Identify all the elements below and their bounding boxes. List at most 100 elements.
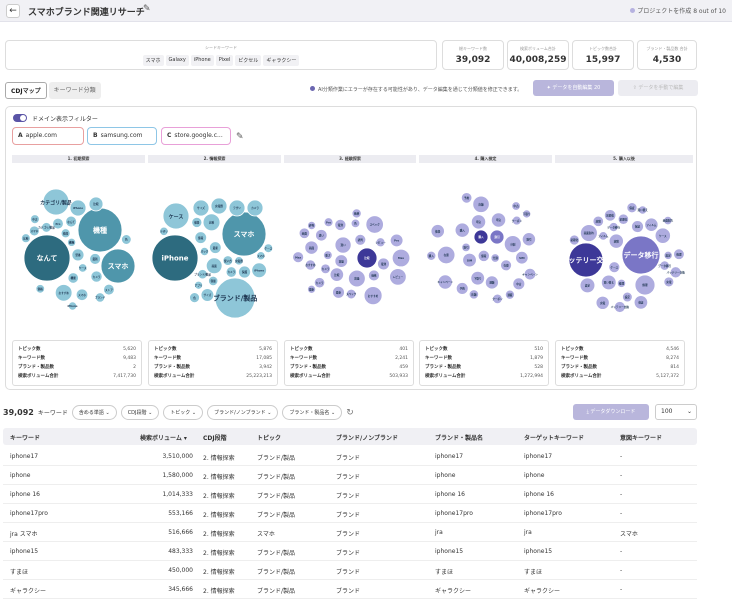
topic-bubble[interactable]	[194, 280, 203, 290]
topic-bubble[interactable]	[515, 250, 529, 265]
topic-bubble[interactable]	[673, 248, 685, 260]
topic-bubble[interactable]	[365, 215, 384, 234]
topic-bubble[interactable]	[375, 237, 386, 248]
topic-bubble[interactable]	[356, 247, 378, 269]
topic-bubble[interactable]	[621, 235, 661, 275]
topic-bubble[interactable]	[601, 274, 617, 291]
topic-bubble[interactable]	[103, 283, 115, 296]
topic-bubble[interactable]	[568, 242, 604, 278]
topic-bubble[interactable]	[468, 289, 479, 300]
topic-bubble[interactable]	[200, 288, 215, 302]
download-button[interactable]: ⤓ データダウンロード	[573, 404, 649, 420]
topic-bubble[interactable]	[197, 269, 208, 280]
topic-bubble[interactable]	[320, 263, 331, 275]
topic-bubble[interactable]	[663, 250, 673, 260]
edit-title-icon[interactable]: ✎	[143, 4, 151, 14]
topic-bubble[interactable]	[521, 232, 536, 247]
topic-bubble[interactable]	[315, 229, 328, 242]
topic-bubble[interactable]	[377, 257, 390, 271]
topic-bubble[interactable]	[35, 284, 45, 294]
topic-bubble[interactable]	[307, 220, 317, 231]
topic-bubble[interactable]	[490, 253, 500, 263]
topic-bubble[interactable]	[523, 267, 537, 281]
reset-icon[interactable]: ↻	[346, 407, 354, 418]
topic-bubble[interactable]	[634, 274, 656, 296]
manual-edit-button[interactable]: ⇪ データを手動で編集	[618, 80, 698, 96]
col-cdj[interactable]: CDJ段階	[203, 435, 227, 442]
col-brand-nonbrand[interactable]: ブランド/ノンブランド	[336, 435, 399, 442]
table-row[interactable]: ギャラクシー 345,666 2. 情報探索 ブランド/製品 ブランド ギャラクシー ギャラ…	[3, 580, 697, 599]
topic-bubble[interactable]	[256, 251, 266, 261]
topic-bubble[interactable]	[580, 224, 598, 242]
topic-bubble[interactable]	[202, 213, 221, 232]
topic-bubble[interactable]	[512, 277, 526, 291]
topic-bubble[interactable]	[351, 208, 362, 219]
topic-bubble[interactable]	[121, 234, 132, 245]
topic-bubble[interactable]	[191, 216, 203, 228]
topic-bubble[interactable]	[391, 248, 411, 268]
topic-bubble[interactable]	[194, 231, 208, 244]
topic-bubble[interactable]	[477, 249, 490, 262]
topic-bubble[interactable]	[234, 256, 244, 266]
topic-bubble[interactable]	[473, 229, 489, 245]
topic-bubble[interactable]	[522, 209, 532, 219]
topic-bubble[interactable]	[334, 236, 352, 254]
topic-bubble[interactable]	[461, 242, 471, 253]
topic-bubble[interactable]	[490, 212, 507, 228]
topic-bubble[interactable]	[23, 234, 71, 282]
topic-bubble[interactable]	[654, 227, 671, 244]
filter-cdj-stage[interactable]: CDJ段階 ⌄	[120, 405, 160, 420]
topic-bubble[interactable]	[210, 197, 228, 215]
topic-bubble[interactable]	[608, 261, 621, 274]
topic-bubble[interactable]	[304, 259, 316, 271]
topic-bubble[interactable]	[669, 266, 682, 279]
topic-bubble[interactable]	[71, 248, 85, 262]
topic-bubble[interactable]	[228, 199, 246, 217]
topic-bubble[interactable]	[225, 266, 237, 278]
topic-bubble[interactable]	[329, 267, 344, 282]
edit-domains-icon[interactable]: ✎	[236, 132, 244, 142]
topic-bubble[interactable]	[622, 291, 633, 303]
topic-bubble[interactable]	[313, 277, 326, 289]
topic-bubble[interactable]	[307, 284, 317, 294]
topic-bubble[interactable]	[205, 257, 223, 275]
topic-bubble[interactable]	[42, 188, 70, 216]
table-row[interactable]: すまほ 450,000 2. 情報探索 ブランド/製品 ブランド すまほ すまほ -	[3, 561, 697, 580]
topic-bubble[interactable]	[238, 265, 251, 279]
topic-bubble[interactable]	[492, 293, 503, 305]
topic-bubble[interactable]	[500, 259, 512, 272]
topic-bubble[interactable]	[613, 301, 626, 313]
topic-bubble[interactable]	[470, 214, 487, 230]
col-keyword[interactable]: キーワード	[10, 435, 41, 442]
topic-bubble[interactable]	[334, 254, 349, 268]
topic-bubble[interactable]	[209, 241, 222, 254]
topic-bubble[interactable]	[368, 269, 380, 282]
topic-bubble[interactable]	[151, 234, 199, 282]
topic-bubble[interactable]	[192, 199, 210, 217]
topic-bubble[interactable]	[470, 270, 485, 286]
topic-bubble[interactable]	[454, 222, 470, 238]
topic-bubble[interactable]	[323, 250, 333, 260]
topic-bubble[interactable]	[608, 233, 624, 249]
topic-bubble[interactable]	[592, 215, 604, 227]
topic-bubble[interactable]	[638, 205, 648, 215]
per-page-select[interactable]: 100 ⌄	[655, 404, 697, 420]
topic-bubble[interactable]	[504, 289, 515, 300]
topic-bubble[interactable]	[94, 292, 106, 303]
col-intent-keyword[interactable]: 意図キーワード	[620, 435, 663, 442]
topic-bubble[interactable]	[69, 199, 87, 217]
topic-bubble[interactable]	[389, 268, 407, 286]
topic-bubble[interactable]	[489, 229, 505, 245]
filter-include-words[interactable]: 含める単語 ⌄	[71, 405, 117, 420]
topic-bubble[interactable]	[437, 274, 453, 290]
topic-bubble[interactable]	[568, 234, 580, 246]
topic-bubble[interactable]	[332, 285, 345, 299]
topic-bubble[interactable]	[437, 245, 456, 265]
table-row[interactable]: iphone17 3,510,000 2. 情報探索 ブランド/製品 ブランド iphon…	[3, 447, 697, 466]
topic-bubble[interactable]	[78, 263, 88, 273]
topic-bubble[interactable]	[323, 217, 334, 228]
col-volume[interactable]: 検索ボリューム ▾	[140, 435, 187, 442]
topic-bubble[interactable]	[298, 227, 311, 239]
